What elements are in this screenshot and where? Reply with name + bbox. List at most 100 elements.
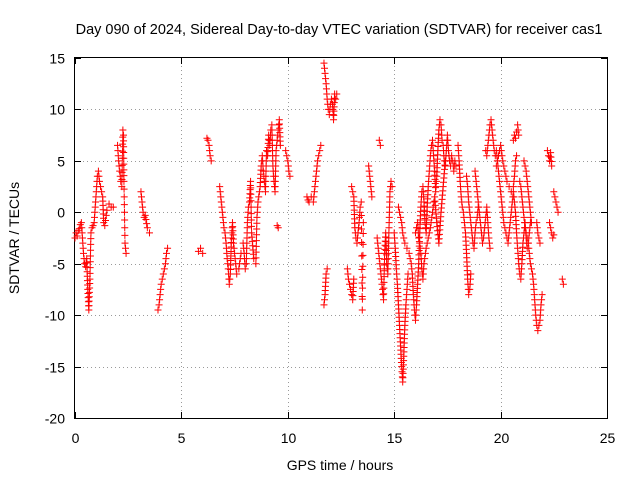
- data-point: [506, 219, 514, 227]
- data-point: [95, 177, 103, 185]
- data-point: [521, 219, 529, 227]
- data-point: [463, 172, 471, 180]
- data-point: [263, 147, 271, 155]
- data-point: [504, 239, 512, 247]
- data-point: [500, 219, 508, 227]
- x-tick-label: 25: [600, 430, 616, 446]
- data-point: [118, 147, 126, 155]
- data-point: [513, 152, 521, 160]
- data-point: [204, 136, 212, 144]
- data-point: [507, 213, 515, 221]
- data-point: [422, 244, 430, 252]
- y-tick-label: 10: [49, 102, 65, 118]
- data-point: [367, 188, 375, 196]
- data-point: [156, 296, 164, 304]
- data-point: [465, 203, 473, 211]
- data-point: [465, 291, 473, 299]
- data-point: [458, 203, 466, 211]
- data-point: [375, 255, 383, 263]
- data-point: [97, 183, 105, 191]
- data-point: [430, 198, 438, 206]
- data-point: [310, 193, 318, 201]
- data-point: [496, 177, 504, 185]
- data-point: [510, 198, 518, 206]
- data-point: [523, 177, 531, 185]
- data-point: [473, 188, 481, 196]
- data-point: [500, 162, 508, 170]
- data-point: [507, 188, 515, 196]
- data-point: [121, 224, 129, 232]
- data-point: [115, 162, 123, 170]
- data-point: [497, 188, 505, 196]
- data-point: [376, 260, 384, 268]
- data-point: [320, 59, 328, 67]
- data-point: [471, 167, 479, 175]
- data-point: [272, 147, 280, 155]
- data-point: [358, 252, 366, 260]
- data-point: [483, 147, 491, 155]
- data-point: [548, 162, 556, 170]
- data-point: [497, 147, 505, 155]
- data-point: [388, 183, 396, 191]
- data-point: [156, 291, 164, 299]
- data-point: [312, 172, 320, 180]
- data-point: [523, 172, 531, 180]
- data-point: [359, 240, 367, 248]
- data-points: [71, 59, 567, 386]
- y-tick-label: 5: [57, 154, 65, 170]
- x-tick-label: 20: [494, 430, 510, 446]
- data-point: [526, 260, 534, 268]
- data-point: [233, 270, 241, 278]
- data-point: [479, 239, 487, 247]
- data-point: [472, 172, 480, 180]
- data-point: [499, 157, 507, 165]
- data-point: [95, 172, 103, 180]
- data-point: [398, 224, 406, 232]
- data-point: [226, 275, 234, 283]
- data-point: [401, 239, 409, 247]
- data-point: [160, 265, 168, 273]
- data-point: [367, 183, 375, 191]
- data-point: [356, 203, 364, 211]
- data-point: [273, 136, 281, 144]
- y-tick-label: -15: [45, 360, 65, 376]
- data-point: [405, 249, 413, 257]
- data-point: [516, 177, 524, 185]
- data-point: [497, 141, 505, 149]
- data-point: [450, 167, 458, 175]
- data-point: [247, 210, 255, 218]
- data-point: [428, 213, 436, 221]
- data-point: [529, 270, 537, 278]
- data-point: [157, 285, 165, 293]
- data-point: [375, 136, 383, 144]
- data-point: [142, 215, 150, 223]
- data-point: [220, 224, 228, 232]
- data-point: [284, 157, 292, 165]
- data-point: [549, 234, 557, 242]
- data-point: [255, 188, 263, 196]
- data-point: [460, 219, 468, 227]
- x-tick-label: 15: [387, 430, 403, 446]
- data-point: [511, 203, 519, 211]
- data-point: [121, 239, 129, 247]
- data-point: [254, 198, 262, 206]
- data-point: [119, 133, 127, 141]
- x-tick-labels: 0 5 10 15 20 25: [72, 430, 616, 446]
- data-point: [285, 167, 293, 175]
- data-point: [458, 198, 466, 206]
- data-point: [424, 234, 432, 242]
- data-point: [486, 244, 494, 252]
- data-point: [524, 188, 532, 196]
- data-point: [87, 229, 95, 237]
- data-point: [441, 157, 449, 165]
- data-point: [436, 116, 444, 124]
- data-point: [494, 167, 502, 175]
- data-point: [219, 213, 227, 221]
- data-point: [471, 229, 479, 237]
- data-point: [315, 152, 323, 160]
- data-point: [230, 239, 238, 247]
- data-point: [216, 183, 224, 191]
- y-tick-label: 15: [49, 51, 65, 67]
- data-point: [283, 152, 291, 160]
- data-point: [546, 219, 554, 227]
